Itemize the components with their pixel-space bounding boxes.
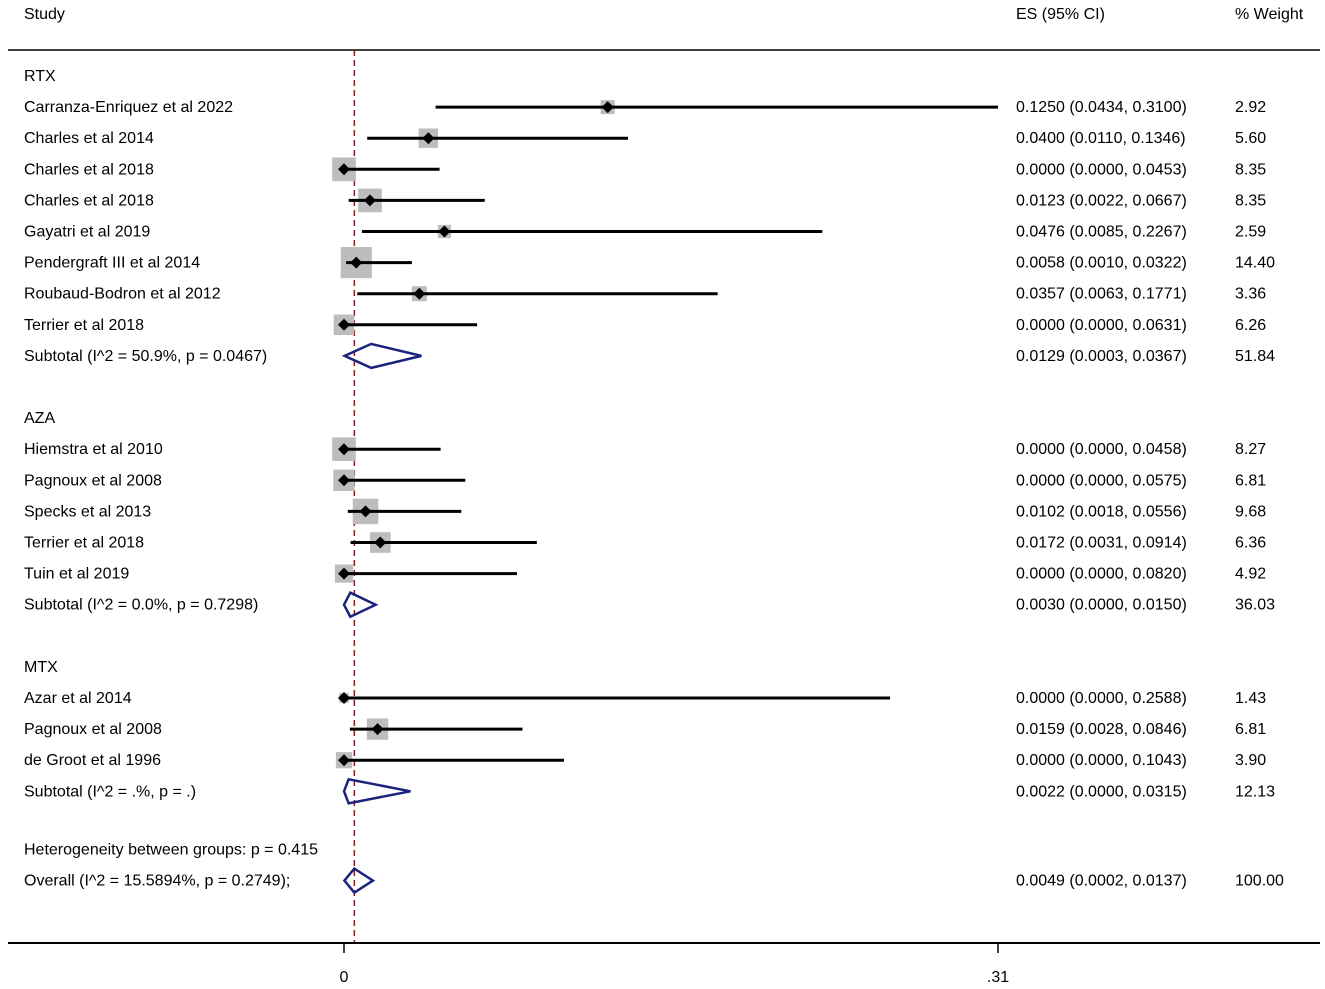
study-label: Gayatri et al 2019 [24, 224, 150, 241]
point-estimate-marker [338, 567, 350, 580]
subtotal-weight: 51.84 [1235, 348, 1275, 365]
study-ci: 0.0000 (0.0000, 0.0453) [1016, 161, 1187, 178]
subtotal-diamond [342, 591, 379, 619]
study-weight: 14.40 [1235, 255, 1275, 272]
header-es: ES (95% CI) [1016, 6, 1105, 23]
study-ci: 0.0172 (0.0031, 0.0914) [1016, 535, 1187, 552]
study-weight: 2.59 [1235, 224, 1266, 241]
point-estimate-marker [374, 536, 387, 549]
point-estimate-marker [338, 754, 350, 767]
study-ci: 0.1250 (0.0434, 0.3100) [1016, 99, 1187, 116]
point-estimate-marker [601, 101, 614, 114]
subtotal-label: Subtotal (I^2 = .%, p = .) [24, 783, 196, 800]
study-weight: 9.68 [1235, 503, 1266, 520]
study-ci: 0.0000 (0.0000, 0.0631) [1016, 317, 1187, 334]
point-estimate-marker [338, 692, 350, 704]
study-weight: 3.36 [1235, 286, 1266, 303]
study-label: Azar et al 2014 [24, 690, 132, 707]
subtotal-ci: 0.0030 (0.0000, 0.0150) [1016, 597, 1187, 614]
overall-label: Overall (I^2 = 15.5894%, p = 0.2749); [24, 873, 290, 890]
point-estimate-marker [338, 163, 350, 176]
study-weight: 2.92 [1235, 99, 1266, 116]
study-ci: 0.0159 (0.0028, 0.0846) [1016, 721, 1187, 738]
subtotal-diamond [341, 342, 422, 370]
study-ci: 0.0000 (0.0000, 0.1043) [1016, 752, 1187, 769]
point-estimate-marker [438, 225, 451, 238]
study-label: Charles et al 2014 [24, 130, 154, 147]
study-label: Charles et al 2018 [24, 192, 154, 209]
study-weight: 6.81 [1235, 721, 1266, 738]
overall-weight: 100.00 [1235, 873, 1284, 890]
header-study: Study [24, 6, 65, 23]
subtotal-weight: 12.13 [1235, 783, 1275, 800]
study-label: Pagnoux et al 2008 [24, 472, 162, 489]
study-ci: 0.0476 (0.0085, 0.2267) [1016, 224, 1187, 241]
group-label: RTX [24, 68, 56, 85]
study-ci: 0.0123 (0.0022, 0.0667) [1016, 192, 1187, 209]
point-estimate-marker [359, 505, 372, 518]
subtotal-weight: 36.03 [1235, 597, 1275, 614]
study-weight: 6.81 [1235, 472, 1266, 489]
study-weight: 1.43 [1235, 690, 1266, 707]
study-weight: 6.36 [1235, 535, 1266, 552]
study-label: Roubaud-Bodron et al 2012 [24, 286, 221, 303]
study-label: Tuin et al 2019 [24, 566, 129, 583]
study-weight: 8.27 [1235, 441, 1266, 458]
point-estimate-marker [371, 723, 384, 736]
point-estimate-marker [338, 474, 350, 487]
study-ci: 0.0000 (0.0000, 0.2588) [1016, 690, 1187, 707]
x-axis-tick-label: 0 [340, 969, 349, 986]
study-weight: 5.60 [1235, 130, 1266, 147]
study-label: de Groot et al 1996 [24, 752, 161, 769]
study-weight: 8.35 [1235, 192, 1266, 209]
study-label: Specks et al 2013 [24, 503, 151, 520]
study-weight: 6.26 [1235, 317, 1266, 334]
heterogeneity-note: Heterogeneity between groups: p = 0.415 [24, 842, 318, 859]
subtotal-ci: 0.0129 (0.0003, 0.0367) [1016, 348, 1187, 365]
study-ci: 0.0000 (0.0000, 0.0575) [1016, 472, 1187, 489]
point-estimate-marker [363, 194, 376, 207]
study-ci: 0.0000 (0.0000, 0.0820) [1016, 566, 1187, 583]
study-label: Terrier et al 2018 [24, 535, 144, 552]
x-axis: 0.31 [8, 942, 1320, 986]
study-weight: 4.92 [1235, 566, 1266, 583]
study-weight: 8.35 [1235, 161, 1266, 178]
x-axis-tick-label: .31 [987, 969, 1009, 986]
point-estimate-marker [413, 287, 426, 300]
rows-layer: RTX Carranza-Enriquez et al 2022 0.1250 (0… [24, 50, 1284, 942]
header-weight: % Weight [1235, 6, 1304, 23]
point-estimate-marker [350, 256, 363, 269]
study-ci: 0.0000 (0.0000, 0.0458) [1016, 441, 1187, 458]
overall-ci: 0.0049 (0.0002, 0.0137) [1016, 873, 1187, 890]
subtotal-label: Subtotal (I^2 = 0.0%, p = 0.7298) [24, 597, 258, 614]
subtotal-ci: 0.0022 (0.0000, 0.0315) [1016, 783, 1187, 800]
study-ci: 0.0357 (0.0063, 0.1771) [1016, 286, 1187, 303]
study-label: Carranza-Enriquez et al 2022 [24, 99, 233, 116]
study-label: Charles et al 2018 [24, 161, 154, 178]
subtotal-label: Subtotal (I^2 = 50.9%, p = 0.0467) [24, 348, 267, 365]
study-weight: 3.90 [1235, 752, 1266, 769]
study-label: Pendergraft III et al 2014 [24, 255, 200, 272]
study-ci: 0.0400 (0.0110, 0.1346) [1016, 130, 1186, 147]
study-label: Terrier et al 2018 [24, 317, 144, 334]
study-label: Pagnoux et al 2008 [24, 721, 162, 738]
group-label: MTX [24, 659, 58, 676]
group-label: AZA [24, 410, 55, 427]
study-ci: 0.0058 (0.0010, 0.0322) [1016, 255, 1187, 272]
overall-diamond [342, 866, 376, 895]
subtotal-diamond [342, 777, 411, 805]
point-estimate-marker [338, 443, 350, 456]
study-label: Hiemstra et al 2010 [24, 441, 163, 458]
point-estimate-marker [422, 132, 435, 145]
study-ci: 0.0102 (0.0018, 0.0556) [1016, 503, 1187, 520]
point-estimate-marker [338, 318, 350, 331]
